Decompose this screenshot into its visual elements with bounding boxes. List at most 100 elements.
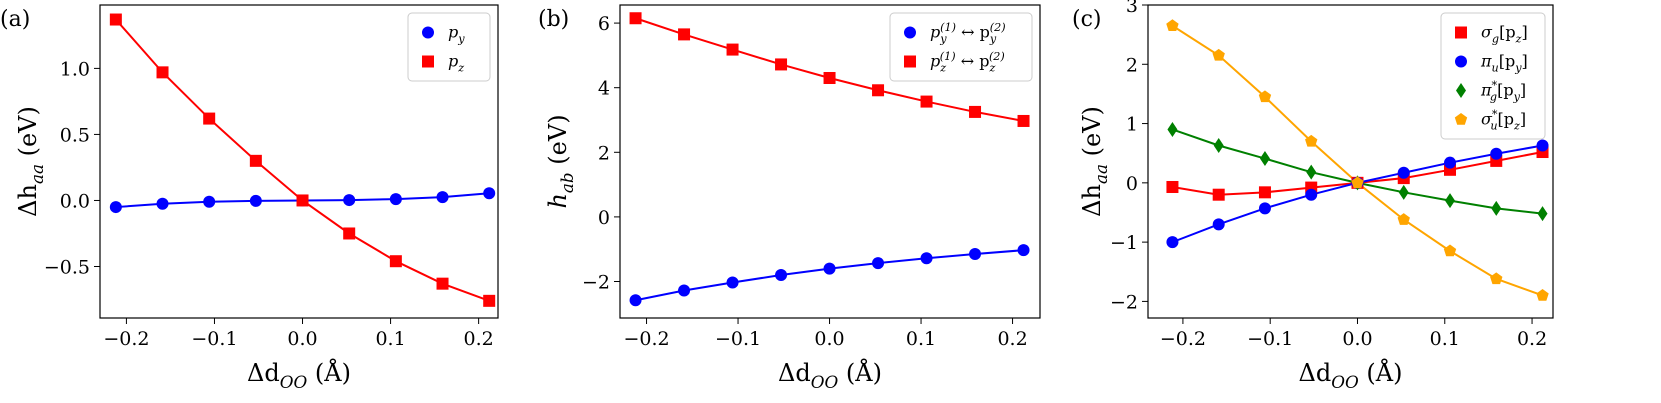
marker [904, 26, 916, 39]
marker [1397, 166, 1410, 179]
text-part: * [1492, 79, 1498, 92]
series-line [635, 249, 1024, 302]
x-tick-label: 0.1 [375, 328, 405, 350]
text-part: aa [27, 164, 47, 184]
text-part: u [1490, 119, 1497, 132]
marker [1017, 114, 1030, 127]
text-part: π [1480, 81, 1492, 100]
legend-label: σ* u[pz] [1481, 108, 1526, 132]
text-part: y [939, 32, 947, 45]
marker [1213, 137, 1224, 153]
text-part: (eV) [1078, 106, 1106, 164]
marker [1212, 218, 1225, 231]
text-part: ↔ p [956, 23, 990, 42]
marker [775, 269, 788, 282]
text-part: OO [1331, 372, 1359, 392]
text-part: y [1513, 90, 1521, 103]
y-tick-label: 3 [1126, 0, 1138, 17]
text-part: Δh [1078, 184, 1106, 217]
marker [109, 201, 122, 214]
legend-label: pz [448, 52, 464, 75]
text-part: p [930, 52, 940, 71]
legend-label: π* g[py] [1480, 79, 1526, 103]
plot-frame [619, 4, 1041, 319]
text-part: h [544, 193, 572, 208]
marker [343, 227, 356, 240]
marker [1454, 113, 1468, 125]
x-tick-label: −0.2 [103, 328, 149, 350]
x-tick-label: 0.1 [1430, 328, 1460, 350]
text-part: ] [1522, 52, 1528, 71]
marker [823, 262, 836, 275]
text-part: (1) [940, 21, 956, 34]
marker [1258, 202, 1271, 215]
x-axis-label: ΔdOO (Å) [1299, 358, 1403, 392]
series-line [1172, 128, 1543, 215]
x-tick-label: 0.0 [1342, 328, 1372, 350]
y-axis-label: Δhaa (eV) [1078, 106, 1111, 217]
marker [969, 248, 982, 261]
y-tick-label: −1 [1110, 232, 1138, 254]
text-part: z [988, 61, 995, 74]
text-part: ab [557, 172, 577, 193]
marker [156, 197, 169, 210]
marker [1398, 184, 1409, 200]
y-tick-label: 1.0 [60, 58, 90, 80]
marker [1351, 176, 1364, 189]
marker [1537, 206, 1548, 222]
text-part: Δd [1299, 359, 1332, 387]
marker [249, 154, 262, 167]
panel: −0.2 −0.1 0.0 0.1 0.2−0.50.00.51.0pypz(a)ΔdO… [0, 4, 499, 392]
text-part: OO [811, 372, 839, 392]
marker [1166, 19, 1179, 32]
x-tick-label: −0.1 [191, 328, 237, 350]
text-part: aa [1091, 164, 1111, 184]
marker [1306, 164, 1317, 180]
marker [1443, 244, 1457, 257]
marker [823, 72, 836, 85]
marker [389, 255, 402, 268]
text-part: Δd [247, 359, 280, 387]
marker [629, 294, 642, 307]
marker [1305, 134, 1318, 147]
x-tick-label: −0.1 [1247, 328, 1293, 350]
text-part: z [457, 61, 464, 74]
y-axis-label: hab (eV) [544, 114, 577, 208]
text-part: p [930, 23, 940, 42]
x-tick-label: −0.1 [715, 328, 761, 350]
marker [422, 26, 434, 39]
marker [203, 195, 216, 208]
text-part: (1) [940, 50, 956, 63]
text-part: g [1492, 32, 1499, 45]
text-part: Δd [778, 359, 811, 387]
text-part: [p [1497, 81, 1513, 100]
marker [678, 28, 691, 41]
text-part: ] [1520, 81, 1526, 100]
marker [726, 43, 739, 56]
x-axis-label: ΔdOO (Å) [778, 358, 882, 392]
text-part: g [1490, 90, 1497, 103]
y-tick-label: 6 [598, 13, 610, 35]
text-part: (2) [989, 50, 1005, 63]
legend-label: πu[py] [1480, 52, 1528, 75]
marker [1490, 147, 1503, 160]
text-part: p [448, 23, 458, 42]
text-part: ] [1520, 110, 1526, 129]
legend-label: py [448, 23, 465, 46]
text-part: z [1515, 32, 1522, 45]
text-part: * [1492, 108, 1498, 121]
x-tick-label: 0.2 [464, 328, 494, 350]
marker [156, 66, 169, 79]
panel-label: (a) [0, 7, 30, 32]
marker [920, 95, 933, 108]
marker [1212, 188, 1225, 201]
legend-label: σg[pz] [1481, 23, 1528, 46]
marker [678, 284, 691, 297]
y-tick-label: 1 [1126, 114, 1138, 136]
x-tick-label: 0.0 [287, 328, 317, 350]
marker [483, 187, 496, 200]
legend-box [889, 12, 1033, 82]
